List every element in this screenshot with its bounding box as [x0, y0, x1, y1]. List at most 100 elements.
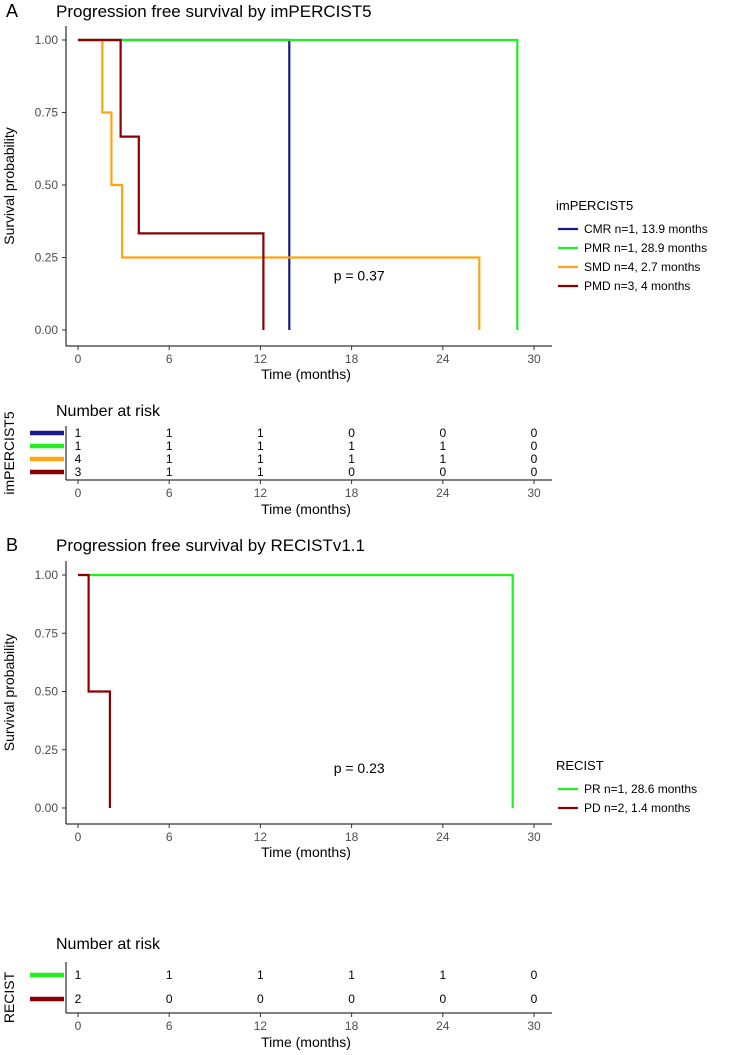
- risk-x-tick-label: 0: [75, 1019, 82, 1033]
- panel-label: B: [6, 535, 18, 555]
- risk-count: 0: [257, 992, 264, 1006]
- risk-count: 1: [439, 968, 446, 982]
- risk-count: 1: [257, 465, 264, 479]
- y-tick-label: 0.75: [35, 106, 59, 120]
- y-axis-label: Survival probability: [1, 634, 17, 752]
- km-curve-2: [78, 38, 481, 330]
- legend-title: imPERCIST5: [556, 198, 633, 213]
- x-tick-label: 18: [345, 352, 359, 366]
- chart-title: Progression free survival by imPERCIST5: [56, 2, 372, 21]
- risk-y-axis-label: RECIST: [1, 971, 17, 1023]
- risk-count: 1: [166, 968, 173, 982]
- risk-x-tick-label: 24: [436, 486, 450, 500]
- risk-count: 0: [439, 465, 446, 479]
- risk-x-tick-label: 24: [436, 1019, 450, 1033]
- risk-x-tick-label: 18: [345, 486, 359, 500]
- y-tick-label: 0.25: [35, 251, 59, 265]
- km-curve-0: [78, 38, 291, 330]
- x-tick-label: 0: [75, 352, 82, 366]
- risk-count: 1: [257, 452, 264, 466]
- risk-count: 1: [348, 439, 355, 453]
- risk-count: 0: [531, 968, 538, 982]
- x-tick-label: 12: [254, 352, 268, 366]
- km-curve-3: [78, 38, 265, 330]
- x-tick-label: 0: [75, 830, 82, 844]
- legend-entry: SMD n=4, 2.7 months: [584, 260, 700, 274]
- y-tick-label: 1.00: [35, 568, 59, 582]
- x-tick-label: 6: [166, 352, 173, 366]
- risk-count: 0: [531, 426, 538, 440]
- risk-x-tick-label: 6: [166, 1019, 173, 1033]
- panel-label: A: [6, 1, 18, 21]
- x-tick-label: 24: [436, 830, 450, 844]
- x-axis-label: Time (months): [261, 366, 351, 382]
- risk-count: 1: [439, 452, 446, 466]
- y-tick-label: 0.50: [35, 178, 59, 192]
- risk-count: 1: [257, 439, 264, 453]
- chart-title: Progression free survival by RECISTv1.1: [56, 536, 365, 555]
- risk-count: 0: [348, 992, 355, 1006]
- risk-count: 1: [166, 452, 173, 466]
- risk-count: 1: [257, 426, 264, 440]
- risk-count: 0: [531, 439, 538, 453]
- risk-x-tick-label: 0: [75, 486, 82, 500]
- risk-count: 1: [166, 439, 173, 453]
- risk-count: 2: [75, 992, 82, 1006]
- p-value-annotation: p = 0.23: [334, 760, 385, 776]
- risk-count: 1: [348, 968, 355, 982]
- risk-count: 1: [348, 452, 355, 466]
- risk-count: 0: [439, 992, 446, 1006]
- y-axis-label: Survival probability: [1, 127, 17, 245]
- risk-count: 1: [75, 426, 82, 440]
- risk-x-tick-label: 12: [254, 486, 268, 500]
- x-axis-label: Time (months): [261, 844, 351, 860]
- km-curve-1: [78, 38, 519, 330]
- risk-count: 0: [348, 426, 355, 440]
- risk-x-tick-label: 6: [166, 486, 173, 500]
- risk-count: 0: [166, 992, 173, 1006]
- legend-entry: CMR n=1, 13.9 months: [584, 222, 708, 236]
- risk-count: 1: [166, 426, 173, 440]
- risk-x-tick-label: 30: [527, 1019, 541, 1033]
- risk-count: 1: [75, 439, 82, 453]
- x-tick-label: 24: [436, 352, 450, 366]
- risk-count: 1: [439, 439, 446, 453]
- risk-count: 0: [531, 992, 538, 1006]
- x-tick-label: 12: [254, 830, 268, 844]
- risk-count: 0: [531, 452, 538, 466]
- risk-x-tick-label: 12: [254, 1019, 268, 1033]
- risk-table-title: Number at risk: [56, 403, 161, 420]
- risk-count: 1: [166, 465, 173, 479]
- risk-x-tick-label: 18: [345, 1019, 359, 1033]
- legend-title: RECIST: [556, 758, 604, 773]
- y-tick-label: 0.50: [35, 685, 59, 699]
- y-tick-label: 0.00: [35, 323, 59, 337]
- risk-x-axis-label: Time (months): [261, 1034, 351, 1050]
- x-tick-label: 30: [527, 830, 541, 844]
- y-tick-label: 0.00: [35, 801, 59, 815]
- risk-x-axis-label: Time (months): [261, 501, 351, 517]
- legend-entry: PD n=2, 1.4 months: [584, 801, 690, 815]
- legend-entry: PMR n=1, 28.9 months: [584, 241, 707, 255]
- risk-count: 1: [257, 968, 264, 982]
- km-curve-1: [78, 573, 111, 808]
- risk-x-tick-label: 30: [527, 486, 541, 500]
- legend-entry: PR n=1, 28.6 months: [584, 782, 697, 796]
- risk-y-axis-label: imPERCIST5: [1, 411, 17, 494]
- y-tick-label: 0.25: [35, 743, 59, 757]
- y-tick-label: 0.75: [35, 626, 59, 640]
- risk-count: 3: [75, 465, 82, 479]
- risk-table-title: Number at risk: [56, 936, 161, 953]
- x-tick-label: 18: [345, 830, 359, 844]
- risk-count: 0: [348, 465, 355, 479]
- y-tick-label: 1.00: [35, 33, 59, 47]
- risk-count: 1: [75, 968, 82, 982]
- x-tick-label: 6: [166, 830, 173, 844]
- risk-count: 0: [531, 465, 538, 479]
- risk-count: 0: [439, 426, 446, 440]
- risk-count: 4: [75, 452, 82, 466]
- km-curve-0: [78, 573, 514, 808]
- p-value-annotation: p = 0.37: [334, 268, 385, 284]
- x-tick-label: 30: [527, 352, 541, 366]
